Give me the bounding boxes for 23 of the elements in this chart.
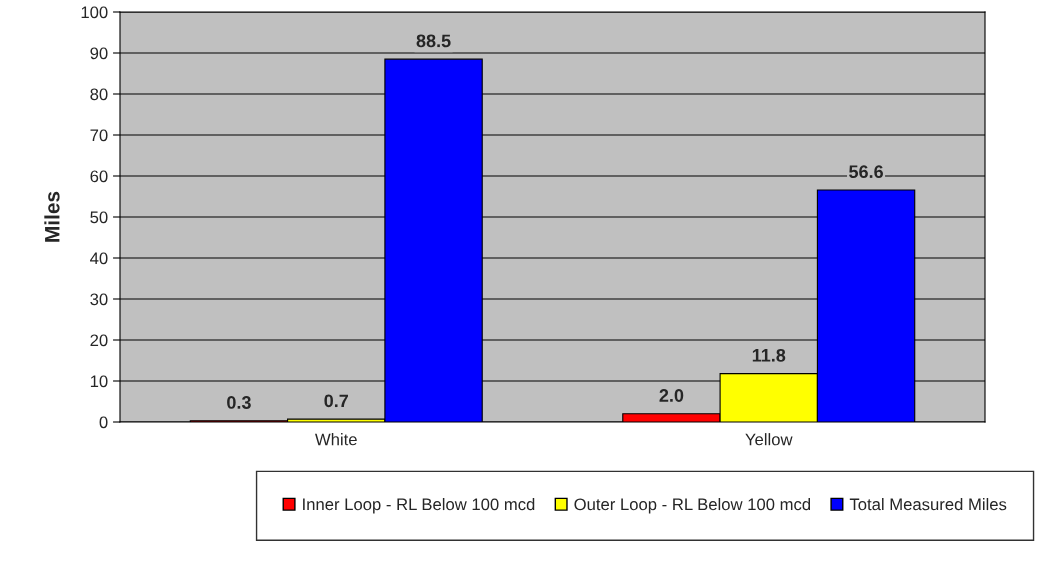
y-axis-title: Miles [44,191,60,242]
legend-label: Total Measured Miles [849,498,1007,511]
y-tick-label: 30 [90,293,108,306]
data-label: 88.5 [416,34,451,48]
x-tick-label: Yellow [745,433,793,446]
data-label: 2.0 [659,389,684,402]
x-tick-label: White [315,433,357,446]
y-tick-label: 20 [90,334,108,347]
y-tick-label: 0 [99,416,108,429]
y-tick-label: 100 [81,6,108,19]
legend-label: Outer Loop - RL Below 100 mcd [574,498,811,514]
data-label: 0.3 [227,396,251,409]
y-tick-label: 60 [90,170,108,183]
y-tick-label: 70 [90,129,108,142]
data-label: 11.8 [752,348,786,362]
y-tick-label: 90 [90,47,108,60]
data-label: 0.7 [324,394,349,408]
y-tick-label: 80 [90,88,108,101]
y-tick-label: 40 [90,252,108,265]
y-tick-label: 10 [90,375,108,388]
legend-label: Inner Loop - RL Below 100 mcd [303,498,535,514]
y-tick-label: 50 [90,211,108,224]
data-label: 56.6 [849,165,883,179]
